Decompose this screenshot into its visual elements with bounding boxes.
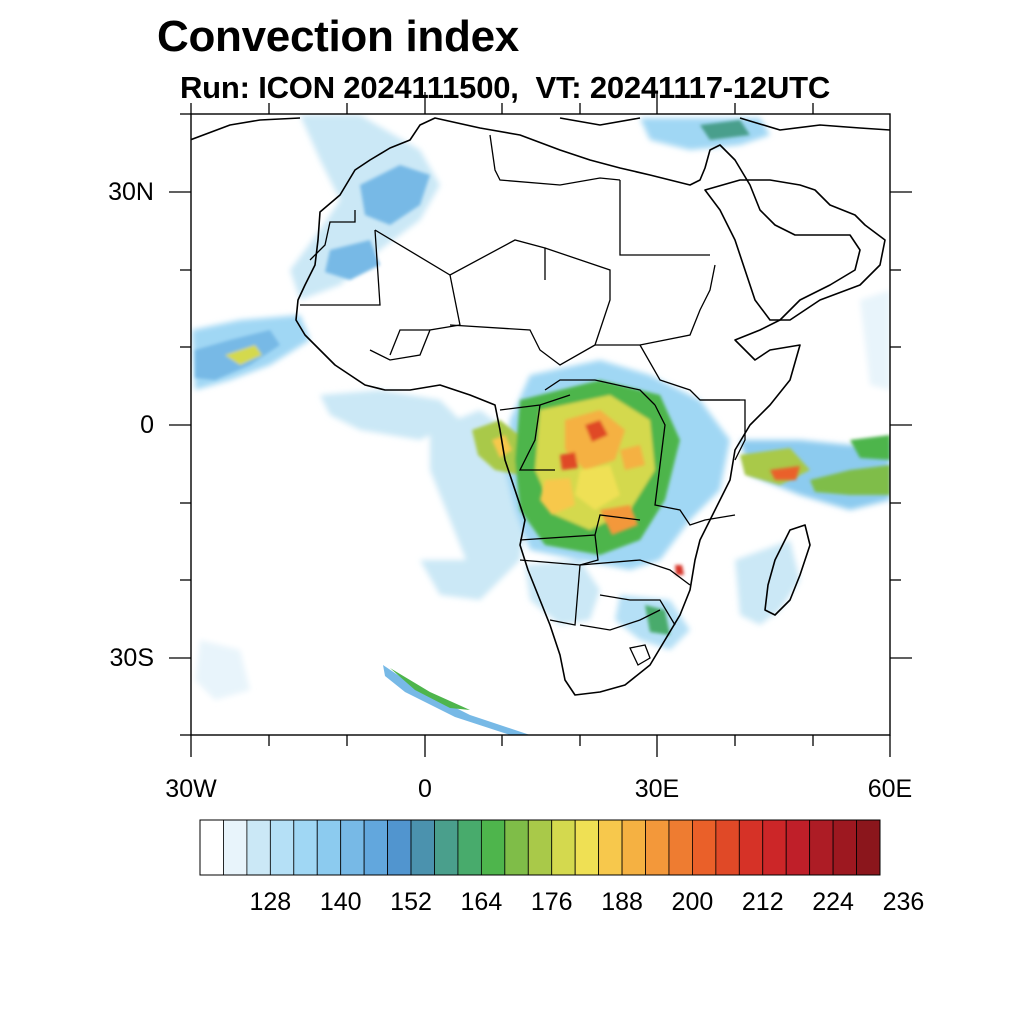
colorbar-label: 140 bbox=[319, 888, 362, 916]
colorbar-swatch bbox=[785, 819, 811, 876]
colorbar bbox=[199, 819, 881, 876]
lat-label-30n: 30N bbox=[108, 178, 154, 206]
axis-ticks bbox=[169, 92, 912, 757]
colorbar-swatch bbox=[504, 819, 529, 876]
lon-label-60e: 60E bbox=[867, 775, 913, 803]
colorbar-swatch bbox=[223, 819, 248, 876]
colorbar-swatch bbox=[574, 819, 600, 876]
colorbar-label: 212 bbox=[741, 888, 784, 916]
colorbar-label: 152 bbox=[390, 888, 432, 916]
colorbar-swatch bbox=[832, 819, 857, 876]
lon-label-30w: 30W bbox=[165, 775, 217, 803]
colorbar-swatch bbox=[340, 819, 365, 876]
lon-label-30e: 30E bbox=[634, 775, 680, 803]
colorbar-label: 128 bbox=[249, 888, 292, 916]
colorbar-swatch bbox=[199, 819, 224, 876]
colorbar-swatch bbox=[692, 819, 717, 876]
colorbar-swatch bbox=[316, 819, 342, 876]
convection-field bbox=[192, 115, 890, 735]
colorbar-swatch bbox=[457, 819, 482, 876]
country-borders bbox=[300, 134, 746, 666]
colorbar-label: 200 bbox=[671, 888, 714, 916]
colorbar-swatch bbox=[621, 819, 646, 876]
colorbar-outline bbox=[199, 819, 881, 876]
colorbar-label: 224 bbox=[812, 888, 854, 916]
colorbar-swatch bbox=[480, 819, 506, 876]
lat-label-0: 0 bbox=[140, 411, 154, 439]
convection-high-layer bbox=[492, 410, 800, 575]
colorbar-label: 176 bbox=[530, 888, 573, 916]
colorbar-swatch bbox=[762, 819, 787, 876]
lon-label-0: 0 bbox=[418, 775, 432, 803]
colorbar-swatch bbox=[387, 819, 412, 876]
chart-subtitle: Run: ICON 2024111500, VT: 20241117-12UTC bbox=[180, 70, 831, 105]
colorbar-swatch bbox=[809, 819, 834, 876]
colorbar-swatch bbox=[645, 819, 670, 876]
colorbar-swatch bbox=[551, 819, 576, 876]
coastlines bbox=[191, 117, 890, 696]
chart-title: Convection index bbox=[157, 12, 519, 61]
colorbar-swatch bbox=[434, 819, 459, 876]
colorbar-swatch bbox=[738, 819, 764, 876]
colorbar-swatch bbox=[856, 819, 881, 876]
lat-label-30s: 30S bbox=[109, 644, 154, 672]
colorbar-swatch bbox=[363, 819, 388, 876]
colorbar-label: 188 bbox=[601, 888, 643, 916]
colorbar-swatch bbox=[293, 819, 318, 876]
colorbar-swatch bbox=[668, 819, 693, 876]
colorbar-label: 164 bbox=[460, 888, 503, 916]
colorbar-swatch bbox=[527, 819, 553, 876]
colorbar-swatch bbox=[715, 819, 740, 876]
colorbar-swatch bbox=[269, 819, 295, 876]
colorbar-label: 236 bbox=[882, 888, 925, 916]
colorbar-swatch bbox=[598, 819, 623, 876]
colorbar-swatch bbox=[246, 819, 271, 876]
colorbar-swatch bbox=[410, 819, 435, 876]
